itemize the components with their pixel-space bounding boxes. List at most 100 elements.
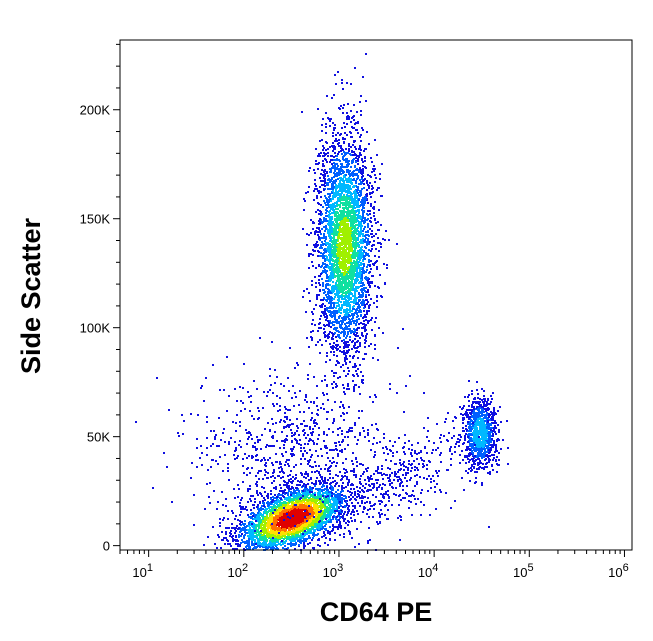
event-dot — [359, 342, 361, 344]
event-dot — [351, 234, 353, 236]
event-dot — [319, 488, 321, 490]
event-dot — [374, 219, 376, 221]
event-dot — [334, 218, 336, 220]
event-dot — [352, 144, 354, 146]
event-dot — [295, 520, 297, 522]
event-dot — [347, 484, 349, 486]
event-dot — [355, 148, 357, 150]
event-dot — [323, 226, 325, 228]
event-dot — [290, 505, 292, 507]
event-dot — [333, 263, 335, 265]
event-dot — [273, 547, 275, 549]
event-dot — [259, 502, 261, 504]
event-dot — [339, 134, 341, 136]
event-dot — [343, 487, 345, 489]
event-dot — [348, 148, 350, 150]
event-dot — [322, 174, 324, 176]
event-dot — [324, 175, 326, 177]
event-dot — [319, 483, 321, 485]
event-dot — [322, 221, 324, 223]
event-dot — [279, 537, 281, 539]
event-dot — [323, 314, 325, 316]
event-dot — [358, 351, 360, 353]
event-dot — [353, 260, 355, 262]
event-dot — [335, 310, 337, 312]
event-dot — [322, 517, 324, 519]
event-dot — [347, 367, 349, 369]
event-dot — [247, 535, 249, 537]
event-dot — [350, 188, 352, 190]
event-dot — [286, 510, 288, 512]
event-dot — [354, 320, 356, 322]
event-dot — [281, 514, 283, 516]
event-dot — [344, 505, 346, 507]
event-dot — [337, 185, 339, 187]
event-dot — [366, 310, 368, 312]
event-dot — [354, 293, 356, 295]
event-dot — [360, 134, 362, 136]
event-dot — [303, 290, 305, 292]
event-dot — [264, 524, 266, 526]
event-dot — [333, 156, 335, 158]
event-dot — [280, 509, 282, 511]
event-dot — [310, 331, 312, 333]
event-dot — [323, 235, 325, 237]
event-dot — [244, 534, 246, 536]
event-dot — [266, 544, 268, 546]
event-dot — [320, 233, 322, 235]
event-dot — [293, 543, 295, 545]
event-dot — [337, 489, 339, 491]
event-dot — [331, 489, 333, 491]
event-dot — [327, 514, 329, 516]
event-dot — [336, 163, 338, 165]
event-dot — [326, 506, 328, 508]
event-dot — [342, 321, 344, 323]
event-dot — [377, 242, 379, 244]
event-dot — [285, 533, 287, 535]
event-dot — [347, 198, 349, 200]
event-dot — [335, 184, 337, 186]
event-dot — [303, 542, 305, 544]
event-dot — [345, 279, 347, 281]
event-dot — [261, 536, 263, 538]
event-dot — [334, 175, 336, 177]
event-dot — [308, 255, 310, 257]
event-dot — [270, 536, 272, 538]
event-dot — [330, 509, 332, 511]
event-dot — [341, 296, 343, 298]
event-dot — [345, 352, 347, 354]
event-dot — [305, 311, 307, 313]
event-dot — [358, 210, 360, 212]
event-dot — [338, 262, 340, 264]
event-dot — [365, 252, 367, 254]
event-dot — [351, 330, 353, 332]
event-dot — [265, 511, 267, 513]
event-dot — [335, 286, 337, 288]
event-dot — [308, 516, 310, 518]
event-dot — [362, 76, 364, 78]
event-dot — [355, 275, 357, 277]
event-dot — [326, 502, 328, 504]
event-dot — [319, 218, 321, 220]
event-dot — [359, 145, 361, 147]
event-dot — [346, 181, 348, 183]
event-dot — [359, 281, 361, 283]
event-dot — [343, 182, 345, 184]
event-dot — [356, 259, 358, 261]
event-dot — [325, 141, 327, 143]
event-dot — [247, 501, 249, 503]
event-dot — [243, 537, 245, 539]
event-dot — [336, 140, 338, 142]
event-dot — [364, 304, 366, 306]
event-dot — [355, 370, 357, 372]
event-dot — [330, 155, 332, 157]
event-dot — [331, 297, 333, 299]
event-dot — [350, 110, 352, 112]
event-dot — [324, 310, 326, 312]
event-dot — [340, 289, 342, 291]
event-dot — [374, 255, 376, 257]
event-dot — [374, 335, 376, 337]
event-dot — [244, 523, 246, 525]
event-dot — [359, 101, 361, 103]
event-dot — [313, 521, 315, 523]
